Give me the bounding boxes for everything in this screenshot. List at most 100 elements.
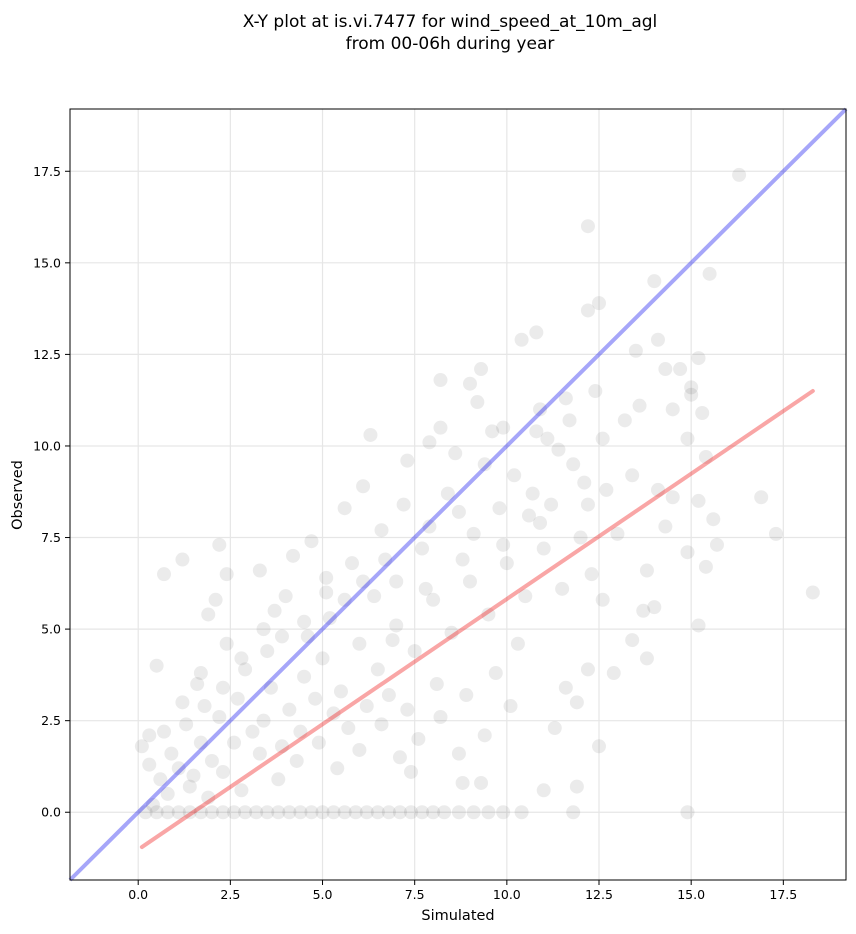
data-point — [160, 805, 175, 820]
data-point — [595, 592, 610, 607]
data-point — [263, 680, 278, 695]
data-point — [252, 746, 267, 761]
data-point — [322, 611, 337, 626]
data-point — [182, 779, 197, 794]
data-point — [175, 552, 190, 567]
data-point — [555, 581, 570, 596]
data-point — [754, 490, 769, 505]
data-point — [680, 805, 695, 820]
data-point — [289, 753, 304, 768]
data-point — [481, 805, 496, 820]
data-point — [381, 688, 396, 703]
x-tick-label: 7.5 — [405, 887, 425, 902]
data-point — [580, 303, 595, 318]
plot-frame — [69, 108, 847, 881]
data-point — [227, 735, 242, 750]
data-point — [204, 753, 219, 768]
data-point — [503, 699, 518, 714]
data-point — [326, 805, 341, 820]
data-point — [208, 592, 223, 607]
data-point — [227, 805, 242, 820]
data-point — [333, 684, 348, 699]
data-point — [496, 420, 511, 435]
data-point — [157, 567, 172, 582]
data-point — [145, 797, 160, 812]
data-point — [186, 768, 201, 783]
data-point — [193, 666, 208, 681]
data-point — [138, 805, 153, 820]
data-point — [367, 589, 382, 604]
data-point — [698, 449, 713, 464]
plot-background — [70, 109, 846, 880]
data-point — [580, 497, 595, 512]
x-tick-label: 2.5 — [220, 887, 240, 902]
data-point — [400, 453, 415, 468]
data-point — [422, 435, 437, 450]
data-point — [547, 720, 562, 735]
data-point — [592, 739, 607, 754]
data-point — [215, 764, 230, 779]
data-point — [374, 717, 389, 732]
data-point — [680, 431, 695, 446]
data-point — [182, 805, 197, 820]
data-point — [426, 805, 441, 820]
data-point — [499, 556, 514, 571]
data-point — [481, 607, 496, 622]
data-point — [588, 384, 603, 399]
data-point — [639, 563, 654, 578]
data-point — [433, 373, 448, 388]
data-point — [260, 644, 275, 659]
data-point — [451, 805, 466, 820]
data-point — [462, 376, 477, 391]
data-point — [702, 266, 717, 281]
data-point — [337, 592, 352, 607]
data-point — [415, 541, 430, 556]
data-point — [238, 805, 253, 820]
data-point — [437, 805, 452, 820]
data-point — [415, 805, 430, 820]
data-point — [175, 695, 190, 710]
data-point — [359, 699, 374, 714]
data-point — [477, 728, 492, 743]
data-point — [204, 805, 219, 820]
data-point — [396, 497, 411, 512]
data-point — [433, 710, 448, 725]
data-point — [584, 567, 599, 582]
data-point — [164, 746, 179, 761]
data-point — [286, 548, 301, 563]
data-point — [566, 805, 581, 820]
data-point — [308, 691, 323, 706]
data-point — [440, 486, 455, 501]
data-point — [385, 633, 400, 648]
data-point — [451, 746, 466, 761]
x-tick-label: 5.0 — [313, 887, 333, 902]
data-point — [462, 574, 477, 589]
data-point — [691, 351, 706, 366]
x-tick-label: 10.0 — [493, 887, 521, 902]
data-point — [606, 666, 621, 681]
y-tick-label: 12.5 — [33, 347, 61, 362]
data-point — [647, 600, 662, 615]
data-point — [625, 468, 640, 483]
x-tick-label: 0.0 — [128, 887, 148, 902]
data-point — [510, 636, 525, 651]
data-point — [433, 420, 448, 435]
data-point — [134, 739, 149, 754]
data-point — [197, 699, 212, 714]
data-point — [153, 772, 168, 787]
data-point — [514, 805, 529, 820]
data-point — [625, 633, 640, 648]
data-point — [403, 764, 418, 779]
data-point — [650, 332, 665, 347]
data-point — [356, 574, 371, 589]
data-point — [595, 431, 610, 446]
data-point — [485, 424, 500, 439]
data-point — [256, 622, 271, 637]
data-point — [477, 457, 492, 472]
data-point — [348, 805, 363, 820]
data-point — [193, 805, 208, 820]
data-point — [230, 691, 245, 706]
data-point — [488, 666, 503, 681]
data-point — [293, 805, 308, 820]
